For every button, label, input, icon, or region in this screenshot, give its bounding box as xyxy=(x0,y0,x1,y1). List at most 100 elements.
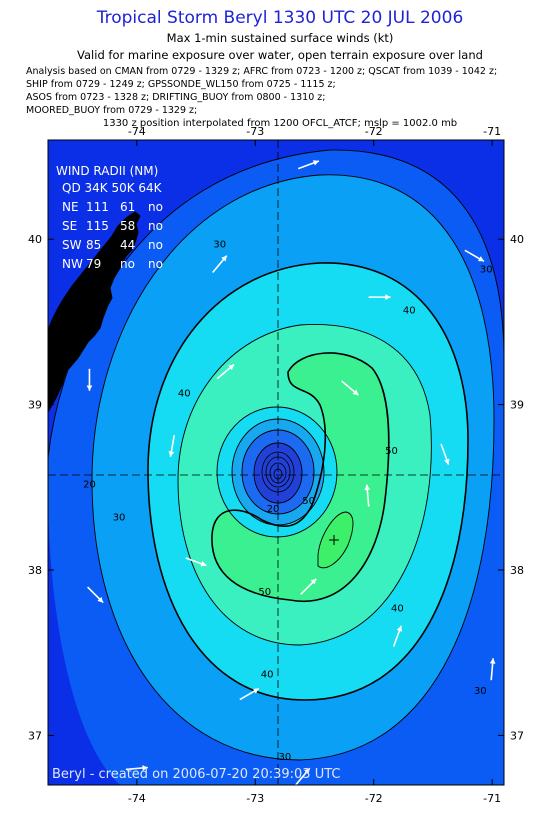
chart-title: Tropical Storm Beryl 1330 UTC 20 JUL 200… xyxy=(96,8,464,28)
wind-arrow-head xyxy=(489,658,496,664)
wind-arrow-head xyxy=(252,688,259,694)
contour-label: 50 xyxy=(385,446,398,457)
wind-radii-quadrant: NW xyxy=(62,257,83,271)
footer-credit: Beryl - created on 2006-07-20 20:39:03 U… xyxy=(52,767,340,782)
wind-arrow xyxy=(87,586,104,604)
wind-radii-r64: no xyxy=(148,200,163,214)
y-tick-label-left: 40 xyxy=(28,233,42,246)
wind-arrow-head xyxy=(221,255,227,262)
chart-subtitle-2: Valid for marine exposure over water, op… xyxy=(77,48,483,62)
wind-arrow-head xyxy=(86,385,93,391)
wind-radii-quadrant: SW xyxy=(62,238,82,252)
contour-labels: 20 30 30 30 30 30 40 40 40 40 50 50 50 20 xyxy=(83,240,493,764)
source-line-2: SHIP from 0729 - 1249 z; GPSSONDE_WL150 … xyxy=(26,79,336,90)
wind-arrow xyxy=(86,368,93,391)
wind-arrow xyxy=(168,434,176,457)
contour-label: 30 xyxy=(113,512,126,523)
contour-label: 40 xyxy=(403,306,416,317)
wind-radii-title: WIND RADII (NM) xyxy=(56,164,158,178)
wind-arrow xyxy=(185,557,207,567)
wind-arrow-head xyxy=(304,768,310,775)
x-tick-label-top: -73 xyxy=(246,125,264,138)
contour-label: 30 xyxy=(213,240,226,251)
wind-radii-r50: no xyxy=(120,257,135,271)
contour-label: 20 xyxy=(83,479,96,490)
wind-arrow xyxy=(341,380,359,396)
wind-arrow-head xyxy=(168,451,175,457)
x-tick-label-bottom: -71 xyxy=(483,792,501,805)
wind-radii-r34: 79 xyxy=(86,257,101,271)
wind-radii-r34: 111 xyxy=(86,200,109,214)
wind-radii-r64: no xyxy=(148,257,163,271)
x-tick-label-bottom: -74 xyxy=(128,792,146,805)
wind-radii-table: WIND RADII (NM) QD 34K 50K 64K NE 111 61… xyxy=(56,164,163,271)
wind-arrow xyxy=(300,578,317,595)
contour-label: 40 xyxy=(391,603,404,614)
wind-arrow-head xyxy=(97,596,104,603)
contour-label: 50 xyxy=(258,587,271,598)
contour-label: 30 xyxy=(474,686,487,697)
contour-label: 40 xyxy=(261,670,274,681)
x-tick-label-top: -72 xyxy=(365,125,383,138)
axis-ticks: -74 -74 -73 -73 -72 -72 -71 -71 37 37 38 38 39 39 40 40 xyxy=(28,125,524,805)
wind-radii-r34: 85 xyxy=(86,238,101,252)
contour-label: 40 xyxy=(178,388,191,399)
x-tick-label-top: -71 xyxy=(483,125,501,138)
y-tick-label-right: 39 xyxy=(510,399,524,412)
y-tick-label-right: 37 xyxy=(510,729,524,742)
wind-arrow xyxy=(297,160,320,170)
wind-arrow-head xyxy=(396,625,403,632)
max-wind-marker xyxy=(329,535,339,545)
wind-arrow xyxy=(239,687,260,701)
wind-arrow xyxy=(464,249,485,262)
wind-arrow xyxy=(294,767,311,785)
wind-vectors xyxy=(86,160,496,785)
contour-label: 30 xyxy=(480,264,493,275)
source-line-4: MOORED_BUOY from 0729 - 1329 z; xyxy=(26,105,198,116)
wind-arrow-head xyxy=(444,458,450,465)
y-tick-label-right: 40 xyxy=(510,233,524,246)
wind-radii-quadrant: SE xyxy=(62,219,77,233)
plot-frame xyxy=(47,139,505,786)
y-tick-label-left: 38 xyxy=(28,564,42,577)
y-tick-label-left: 39 xyxy=(28,399,42,412)
wind-arrow xyxy=(489,658,496,681)
wind-arrow-head xyxy=(477,256,484,262)
wind-arrow-head xyxy=(364,484,371,491)
wind-contour-field: 20 30 30 30 30 30 40 40 40 40 50 50 50 20 xyxy=(48,140,504,785)
source-line-3: ASOS from 0723 - 1328 z; DRIFTING_BUOY f… xyxy=(26,92,326,103)
chart-subtitle-1: Max 1-min sustained surface winds (kt) xyxy=(166,31,394,45)
wind-arrow-head xyxy=(312,160,319,166)
wind-arrow-head xyxy=(310,578,317,585)
wind-radii-r50: 58 xyxy=(120,219,135,233)
wind-arrow xyxy=(212,255,228,273)
contour-label: 30 xyxy=(279,752,292,763)
wind-radii-quadrant: NE xyxy=(62,200,79,214)
wind-arrow-head xyxy=(142,765,148,771)
inner-ring-4 xyxy=(254,443,302,503)
contour-label: 20 xyxy=(267,504,280,515)
wind-arrow xyxy=(125,765,148,771)
contour-label: 50 xyxy=(302,496,315,507)
wind-radii-header: QD 34K 50K 64K xyxy=(62,181,163,195)
wind-arrow-head xyxy=(228,364,235,371)
x-tick-label-bottom: -72 xyxy=(365,792,383,805)
wind-radii-r64: no xyxy=(148,238,163,252)
wind-arrow-head xyxy=(200,560,207,567)
wind-arrow xyxy=(392,625,403,647)
wind-arrow xyxy=(364,484,371,507)
wind-radii-r50: 61 xyxy=(120,200,135,214)
wind-arrow xyxy=(216,363,235,380)
source-line-1: Analysis based on CMAN from 0729 - 1329 … xyxy=(26,66,498,77)
wind-arrow xyxy=(440,443,450,465)
y-tick-label-left: 37 xyxy=(28,729,42,742)
x-tick-label-bottom: -73 xyxy=(246,792,264,805)
wind-radii-r50: 44 xyxy=(120,238,135,252)
wind-radii-r34: 115 xyxy=(86,219,109,233)
position-note: 1330 z position interpolated from 1200 O… xyxy=(102,118,458,129)
wind-arrow xyxy=(368,294,391,300)
wind-arrow-head xyxy=(385,294,391,300)
wind-arrow-head xyxy=(352,389,359,396)
wind-radii-r64: no xyxy=(148,219,163,233)
